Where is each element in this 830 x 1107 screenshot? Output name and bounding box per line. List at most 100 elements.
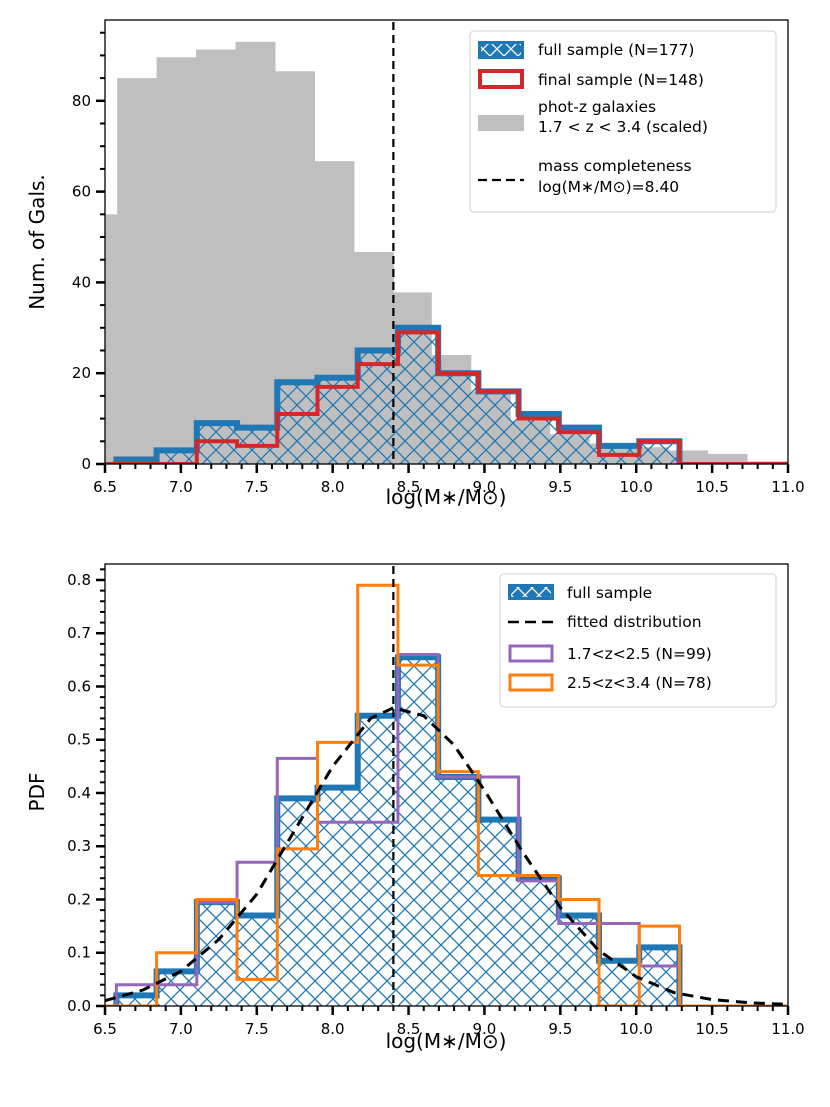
full-sample-bar (639, 441, 680, 464)
legend-swatch-high-z (508, 673, 554, 692)
photz-bar (117, 78, 158, 464)
bottom-legend-box (499, 573, 777, 708)
low-z-step (105, 653, 788, 1006)
y-tick-label: 0.0 (67, 997, 91, 1015)
x-tick-label: 8.5 (397, 1020, 421, 1038)
full-sample-bar (639, 947, 680, 1006)
x-tick-label: 8.0 (321, 1020, 345, 1038)
x-tick-label: 11.0 (771, 478, 804, 496)
x-tick-label: 10.5 (695, 478, 728, 496)
y-tick-label: 20 (72, 364, 91, 382)
y-tick-label: 0.8 (67, 571, 91, 589)
legend-label-full-sample: full sample (N=177) (538, 41, 694, 59)
high-z-step-line (116, 583, 681, 1006)
y-tick-label: 0.1 (67, 944, 91, 962)
legend-label-photz-1: phot-z galaxies (538, 98, 656, 116)
full-sample-bar (438, 777, 479, 1006)
full-sample-bar (478, 819, 519, 1006)
y-tick-label: 0.4 (67, 784, 91, 802)
full-sample-bar (116, 995, 157, 1006)
full-sample-bar (196, 423, 238, 464)
y-tick-label: 60 (72, 183, 91, 201)
y-tick-label: 0.5 (67, 731, 91, 749)
x-tick-label: 9.0 (473, 1020, 497, 1038)
photz-bar (235, 41, 276, 464)
top-legend-box (469, 30, 777, 213)
y-tick-label: 0.3 (67, 837, 91, 855)
bottom-x-ticks: 6.5 7.0 7.5 8.0 8.5 9.0 9.5 10.0 10.5 11.0 (93, 1006, 805, 1038)
low-z-step-line (114, 653, 681, 1006)
full-sample-bar (317, 787, 358, 1006)
photz-bar (707, 454, 748, 464)
y-tick-label: 40 (72, 273, 91, 291)
full-sample-bar (317, 377, 358, 464)
x-tick-label: 6.5 (93, 1020, 117, 1038)
bottom-legend: full sample fitted distribution 1.7<z<2.… (499, 573, 777, 708)
full-sample-bar (237, 915, 278, 1006)
x-tick-label: 6.5 (93, 478, 117, 496)
x-tick-label: 7.5 (245, 1020, 269, 1038)
x-tick-label: 7.0 (169, 1020, 193, 1038)
y-tick-label: 80 (72, 92, 91, 110)
top-legend: full sample (N=177) final sample (N=148)… (469, 30, 777, 213)
full-sample-bar (277, 382, 318, 464)
full-sample-bar (277, 798, 318, 1006)
top-x-ticks: 6.5 7.0 7.5 8.0 8.5 9.0 9.5 10.0 10.5 11.0 (93, 464, 805, 496)
full-sample-bar (438, 373, 479, 464)
final-sample-step-line (116, 330, 682, 464)
photz-bar (196, 49, 237, 464)
fitted-distribution-line (105, 706, 788, 1006)
x-tick-label: 8.5 (397, 478, 421, 496)
legend-swatch-full-sample (478, 41, 524, 59)
legend-label-final-sample: final sample (N=148) (538, 71, 704, 89)
photz-bar (156, 57, 197, 464)
bottom-y-ticks: 0.0 0.1 0.2 0.3 0.4 0.5 0.6 0.7 0.8 (67, 568, 105, 1015)
legend-swatch-low-z (508, 644, 554, 663)
top-panel: 6.5 7.0 7.5 8.0 8.5 9.0 9.5 10.0 10.5 11.0 0 20 40 6… (25, 19, 805, 509)
full-sample-bar (599, 960, 640, 1006)
full-sample-bar (156, 971, 197, 1006)
top-y-ticks: 0 20 40 60 80 (72, 31, 105, 473)
full-sample-bar (478, 391, 519, 464)
high-z-step (105, 583, 788, 1006)
full-sample-bar (518, 878, 559, 1006)
bottom-panel: 6.5 7.0 7.5 8.0 8.5 9.0 9.5 10.0 10.5 11.0 0.0 0.1… (25, 563, 805, 1053)
x-tick-label: 11.0 (771, 1020, 804, 1038)
photz-bar (105, 214, 118, 464)
x-tick-label: 10.0 (620, 478, 653, 496)
fitted-distribution-curve (105, 706, 788, 1006)
legend-swatch-final-sample (478, 69, 524, 89)
full-sample-bar (397, 327, 439, 464)
legend-swatch-full-sample-pdf (508, 584, 554, 600)
y-tick-label: 0.7 (67, 624, 91, 642)
y-tick-label: 0.6 (67, 677, 91, 695)
x-tick-label: 7.0 (169, 478, 193, 496)
full-sample-bar (357, 350, 398, 464)
final-sample-step (105, 330, 788, 464)
x-tick-label: 10.0 (620, 1020, 653, 1038)
bottom-x-axis-label: log(M∗/M⊙) (386, 1029, 507, 1053)
y-tick-label: 0 (81, 455, 91, 473)
full-sample-bar (357, 715, 398, 1006)
legend-label-high-z: 2.5<z<3.4 (N=78) (567, 674, 712, 692)
top-x-axis-label: log(M∗/M⊙) (386, 485, 507, 509)
x-tick-label: 10.5 (695, 1020, 728, 1038)
full-sample-bar (156, 450, 197, 464)
legend-label-photz-2: 1.7 < z < 3.4 (scaled) (538, 118, 708, 136)
bottom-y-axis-label: PDF (25, 773, 49, 812)
top-y-axis-label: Num. of Gals. (25, 174, 49, 310)
legend-label-mass-completeness-2: log(M∗/M⊙)=8.40 (538, 178, 679, 196)
top-axes-frame (104, 19, 789, 465)
bottom-axes-frame (104, 563, 789, 1007)
x-tick-label: 8.0 (321, 478, 345, 496)
y-tick-label: 0.2 (67, 890, 91, 908)
x-tick-label: 7.5 (245, 478, 269, 496)
legend-swatch-photz (478, 115, 524, 131)
full-sample-bar (518, 414, 559, 464)
x-tick-label: 9.5 (548, 1020, 572, 1038)
x-tick-label: 9.0 (473, 478, 497, 496)
legend-label-mass-completeness-1: mass completeness (538, 157, 692, 175)
legend-label-fitted-distribution: fitted distribution (567, 613, 702, 631)
x-tick-label: 9.5 (548, 478, 572, 496)
